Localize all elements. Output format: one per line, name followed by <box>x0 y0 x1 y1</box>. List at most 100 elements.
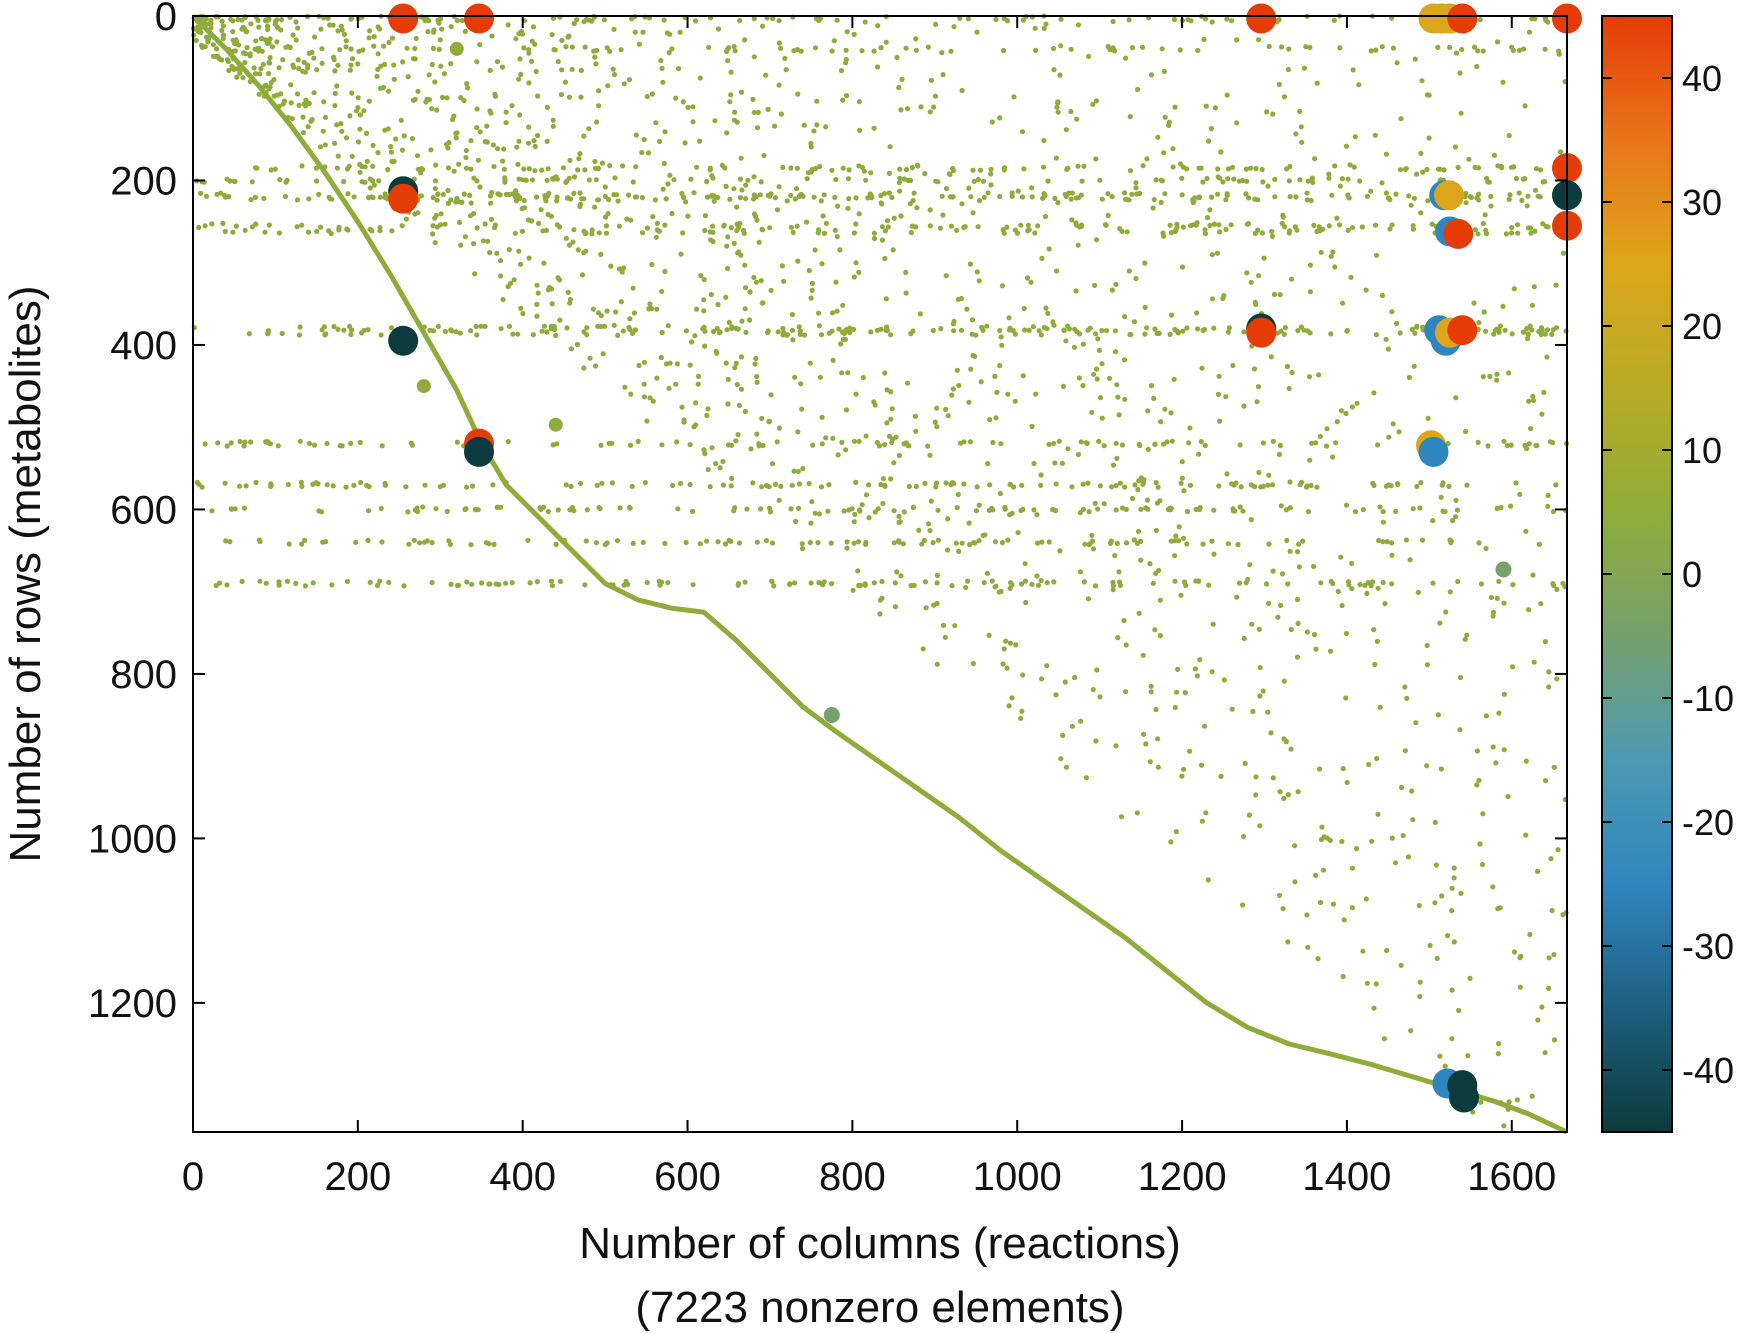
large-value-point <box>548 417 563 432</box>
nonzero-dot <box>252 194 258 200</box>
nonzero-dot <box>832 227 838 233</box>
nonzero-dot <box>364 158 370 164</box>
nonzero-dot <box>1244 178 1250 184</box>
nonzero-dot <box>1240 508 1246 514</box>
nonzero-dot <box>1038 332 1044 338</box>
nonzero-dot <box>1021 305 1027 312</box>
nonzero-dot <box>1072 674 1078 681</box>
nonzero-dot <box>913 36 919 42</box>
nonzero-dot <box>754 125 761 131</box>
nonzero-dot <box>386 579 392 586</box>
nonzero-dot <box>1356 82 1362 88</box>
nonzero-dot <box>302 583 308 589</box>
nonzero-dot <box>1284 537 1290 544</box>
nonzero-dot <box>1097 483 1103 489</box>
nonzero-dot <box>1368 188 1374 194</box>
nonzero-dot <box>1352 509 1359 515</box>
nonzero-dot <box>377 194 383 200</box>
nonzero-dot <box>1040 164 1047 170</box>
nonzero-dot <box>1018 715 1024 721</box>
nonzero-dot <box>823 220 830 226</box>
nonzero-dot <box>662 268 668 275</box>
nonzero-dot <box>1179 773 1185 779</box>
nonzero-dot <box>976 278 982 284</box>
nonzero-dot <box>375 150 381 156</box>
nonzero-dot <box>401 133 407 139</box>
nonzero-dot <box>1546 985 1552 992</box>
nonzero-dot <box>474 225 480 231</box>
nonzero-dot <box>1062 679 1068 685</box>
nonzero-dot <box>1204 215 1211 221</box>
nonzero-dot <box>1207 222 1213 229</box>
nonzero-dot <box>577 480 584 487</box>
nonzero-dot <box>272 166 278 172</box>
nonzero-dot <box>1139 44 1146 50</box>
nonzero-dot <box>1080 481 1086 487</box>
nonzero-dot <box>690 119 696 125</box>
nonzero-dot <box>1540 179 1546 185</box>
nonzero-dot <box>472 271 478 277</box>
nonzero-dot <box>663 196 669 202</box>
nonzero-dot <box>282 193 289 200</box>
nonzero-dot <box>1551 952 1557 958</box>
nonzero-dot <box>1126 17 1132 23</box>
nonzero-dot <box>843 56 849 63</box>
nonzero-dot <box>505 22 511 28</box>
nonzero-dot <box>1183 582 1189 589</box>
nonzero-dot <box>632 29 638 35</box>
nonzero-dot <box>1093 366 1100 372</box>
nonzero-dot <box>616 223 623 229</box>
nonzero-dot <box>1345 176 1351 182</box>
nonzero-dot <box>1412 56 1418 62</box>
nonzero-dot <box>1157 633 1163 639</box>
nonzero-dot <box>719 162 725 168</box>
nonzero-dot <box>593 61 599 67</box>
nonzero-dot <box>1345 579 1352 585</box>
nonzero-dot <box>1162 114 1168 120</box>
nonzero-dot <box>540 228 546 234</box>
nonzero-dot <box>744 506 750 512</box>
nonzero-dot <box>701 277 707 283</box>
nonzero-dot <box>299 483 305 489</box>
nonzero-dot <box>816 323 823 329</box>
nonzero-dot <box>1096 347 1102 353</box>
nonzero-dot <box>1449 1036 1455 1042</box>
nonzero-dot <box>535 93 541 99</box>
nonzero-dot <box>819 414 825 420</box>
nonzero-dot <box>365 327 371 333</box>
nonzero-dot <box>1514 1097 1520 1103</box>
nonzero-dot <box>1228 222 1234 228</box>
nonzero-dot <box>1068 196 1074 202</box>
nonzero-dot <box>1387 226 1393 232</box>
nonzero-dot <box>477 42 483 48</box>
nonzero-dot <box>724 327 730 333</box>
nonzero-dot <box>840 302 846 308</box>
nonzero-dot <box>1123 689 1129 695</box>
nonzero-dot <box>1141 731 1147 737</box>
nonzero-dot <box>1343 502 1350 508</box>
nonzero-dot <box>290 32 296 38</box>
nonzero-dot <box>737 18 743 24</box>
nonzero-dot <box>927 109 933 115</box>
nonzero-dot <box>319 60 325 66</box>
nonzero-dot <box>1007 325 1013 331</box>
nonzero-dot <box>217 56 223 62</box>
nonzero-dot <box>412 46 418 52</box>
nonzero-dot <box>882 483 888 489</box>
nonzero-dot <box>484 123 490 129</box>
nonzero-dot <box>766 419 772 425</box>
nonzero-dot <box>441 71 447 77</box>
nonzero-dot <box>555 507 561 513</box>
nonzero-dot <box>925 521 932 527</box>
nonzero-dot <box>945 516 951 522</box>
nonzero-dot <box>666 50 672 56</box>
nonzero-dot <box>334 83 340 89</box>
nonzero-dot <box>1532 228 1538 234</box>
nonzero-dot <box>993 415 999 421</box>
nonzero-dot <box>857 507 863 513</box>
nonzero-dot <box>495 146 501 152</box>
nonzero-dot <box>702 227 708 234</box>
nonzero-dot <box>366 508 372 514</box>
nonzero-dot <box>1281 795 1287 802</box>
nonzero-dot <box>947 171 953 178</box>
